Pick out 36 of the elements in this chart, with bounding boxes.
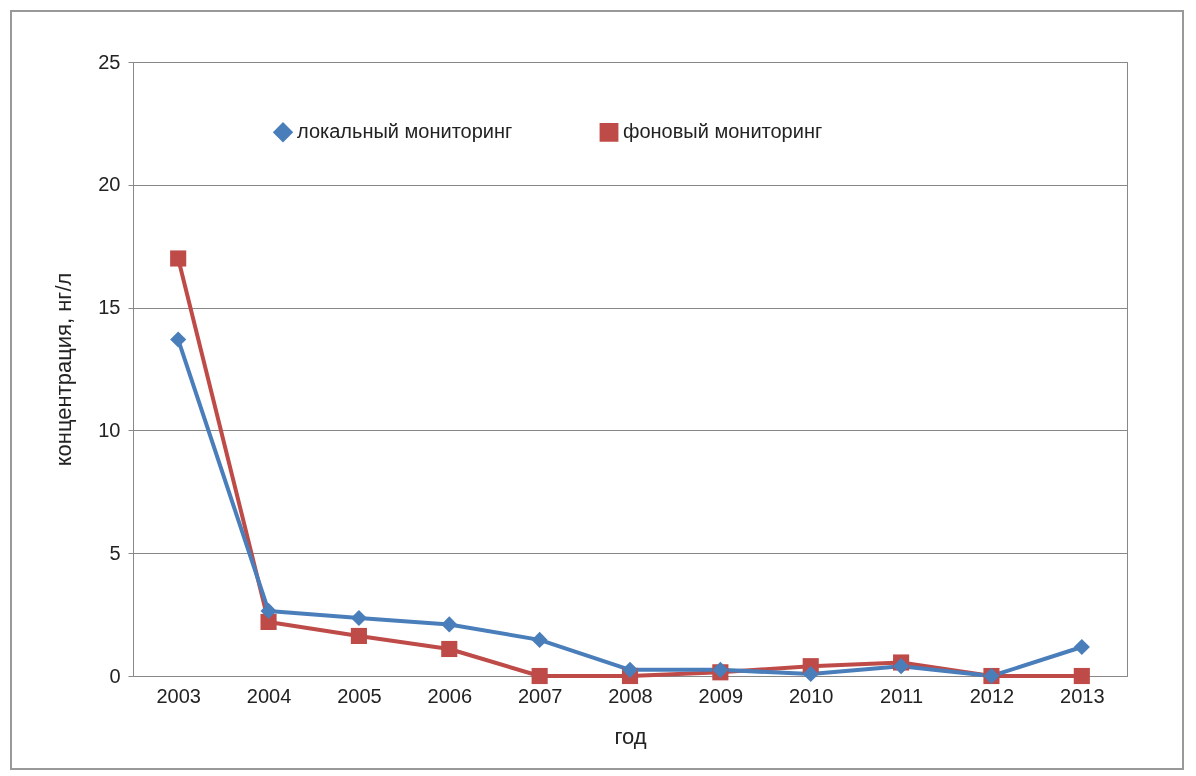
point — [531, 631, 548, 648]
x-tick-label: 2012 — [969, 684, 1015, 707]
point — [531, 667, 548, 685]
x-tick-label: 2013 — [1060, 684, 1105, 707]
y-tick-label: 10 — [98, 418, 121, 441]
point — [893, 658, 910, 675]
x-tick-label: 2009 — [698, 684, 744, 707]
point — [170, 250, 187, 267]
point — [260, 613, 277, 631]
y-tick-label: 0 — [109, 664, 121, 687]
x-tick-label: 2010 — [788, 684, 834, 707]
point — [260, 602, 277, 619]
x-tick-label: 2008 — [608, 684, 653, 707]
x-axis-title: год — [614, 723, 647, 749]
legend-label: локальный мониторинг — [297, 120, 513, 143]
y-axis-title: концентрация, нг/л — [51, 272, 77, 467]
y-tick-label: 20 — [98, 173, 121, 196]
point — [802, 665, 819, 683]
point — [350, 627, 367, 645]
y-tick-label: 15 — [98, 296, 121, 319]
x-tick-label: 2005 — [337, 684, 382, 707]
y-tick-label: 5 — [109, 541, 121, 564]
point — [441, 640, 458, 658]
point — [170, 331, 187, 348]
point — [621, 661, 639, 678]
x-tick-label: 2006 — [427, 684, 473, 707]
point — [441, 616, 458, 633]
point — [350, 609, 367, 627]
x-tick-label: 2007 — [517, 684, 563, 707]
x-tick-label: 2011 — [880, 684, 924, 707]
y-tick-label: 25 — [98, 50, 121, 73]
point — [1073, 667, 1090, 685]
point — [1073, 638, 1090, 656]
x-tick-label: 2003 — [156, 684, 201, 707]
legend-label: фоновый мониторинг — [623, 120, 823, 143]
x-tick-label: 2004 — [246, 684, 292, 707]
